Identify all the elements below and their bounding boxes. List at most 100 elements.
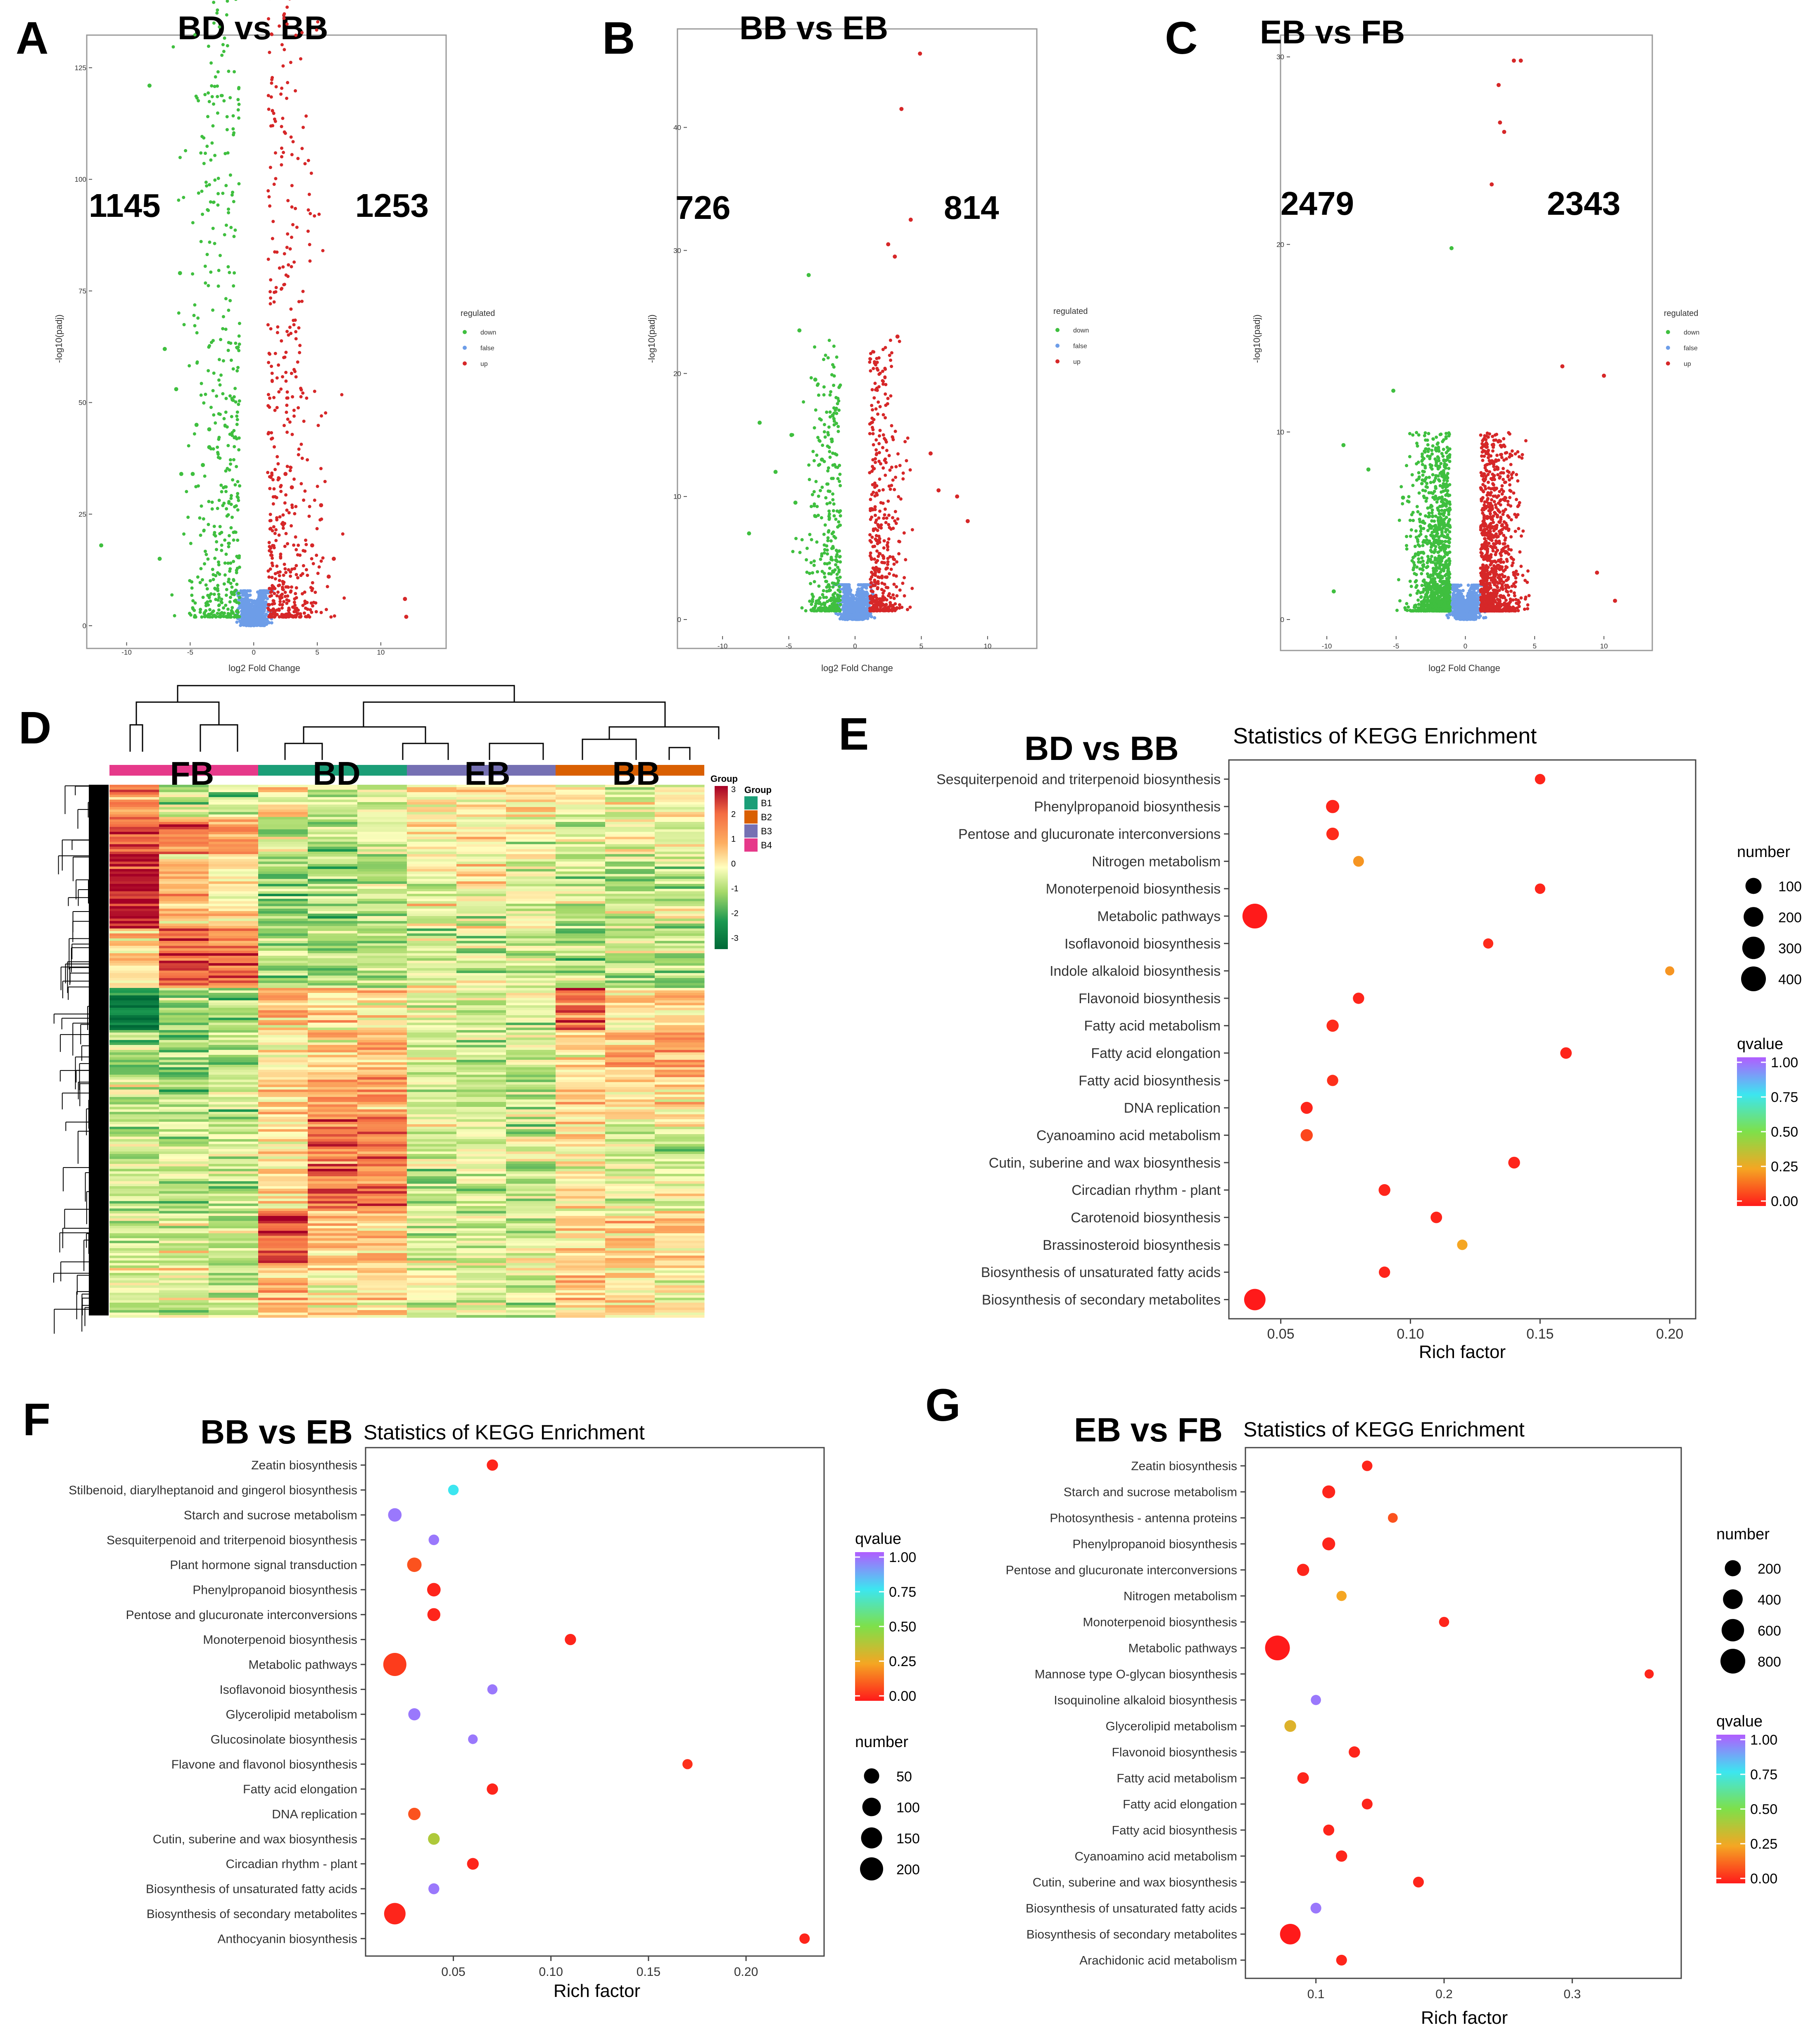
volcano-point-up bbox=[908, 217, 913, 222]
volcano-point-up bbox=[292, 601, 296, 604]
volcano-point-up bbox=[285, 22, 289, 26]
volcano-point-false bbox=[1459, 606, 1463, 610]
volcano-point-down bbox=[211, 124, 215, 128]
volcano-point-up bbox=[887, 609, 891, 613]
volcano-point-up bbox=[893, 488, 896, 491]
volcano-point-up bbox=[268, 50, 271, 54]
volcano-point-false bbox=[1448, 613, 1452, 617]
volcano-point-false bbox=[259, 592, 263, 596]
volcano-point-up bbox=[936, 488, 941, 493]
volcano-point-false bbox=[857, 587, 860, 591]
volcano-point-down bbox=[237, 402, 240, 406]
volcano-point-up bbox=[269, 278, 273, 282]
volcano-point-down bbox=[224, 552, 228, 556]
volcano-point-up bbox=[271, 495, 275, 499]
volcano-point-down bbox=[201, 463, 205, 467]
volcano-point-down bbox=[208, 240, 211, 244]
volcano-point-down bbox=[238, 342, 241, 346]
volcano-ytick-label: 30 bbox=[1276, 53, 1284, 61]
volcano-point-up bbox=[279, 387, 283, 391]
volcano-point-up bbox=[882, 516, 886, 520]
volcano-point-down bbox=[232, 395, 236, 399]
volcano-point-down bbox=[210, 95, 214, 99]
volcano-point-down bbox=[201, 212, 204, 216]
volcano-point-down bbox=[838, 385, 841, 388]
volcano-ytick-label: 10 bbox=[673, 493, 681, 501]
volcano-point-up bbox=[298, 344, 302, 347]
volcano-point-down bbox=[837, 568, 841, 572]
volcano-point-down bbox=[231, 478, 235, 482]
volcano-point-up bbox=[303, 489, 307, 493]
volcano-point-false bbox=[267, 621, 271, 624]
volcano-point-up bbox=[908, 468, 912, 472]
volcano-point-down bbox=[234, 504, 238, 508]
volcano-point-up bbox=[871, 465, 874, 468]
volcano-point-up bbox=[269, 475, 273, 479]
volcano-point-down bbox=[824, 354, 827, 357]
volcano-point-down bbox=[823, 601, 827, 605]
volcano-point-down bbox=[834, 583, 838, 586]
volcano-point-up bbox=[273, 577, 277, 581]
volcano-point-down bbox=[225, 507, 228, 510]
volcano-point-false bbox=[1459, 583, 1463, 587]
volcano-point-down bbox=[1401, 502, 1404, 506]
volcano-point-false bbox=[1475, 610, 1479, 614]
volcano-b-legend-up-marker bbox=[1055, 359, 1060, 363]
volcano-point-down bbox=[217, 378, 221, 382]
volcano-point-down bbox=[224, 297, 228, 301]
volcano-point-up bbox=[310, 610, 314, 614]
volcano-point-down bbox=[203, 264, 207, 268]
volcano-point-up bbox=[878, 371, 882, 375]
volcano-point-false bbox=[257, 608, 261, 612]
volcano-point-up bbox=[304, 568, 308, 572]
volcano-point-up bbox=[273, 532, 277, 535]
volcano-point-up bbox=[871, 566, 875, 570]
volcano-point-up bbox=[287, 609, 290, 613]
volcano-point-up bbox=[270, 364, 273, 368]
volcano-point-down bbox=[221, 192, 225, 195]
volcano-ytick-label: 0 bbox=[1281, 616, 1284, 624]
volcano-point-down bbox=[214, 598, 218, 601]
volcano-point-down bbox=[833, 568, 837, 572]
volcano-point-down bbox=[816, 436, 820, 439]
volcano-point-down bbox=[202, 517, 205, 521]
volcano-point-up bbox=[288, 420, 292, 424]
volcano-point-false bbox=[854, 597, 858, 601]
volcano-point-up bbox=[274, 177, 278, 180]
volcano-point-down bbox=[813, 504, 816, 508]
volcano-a-legend-down-marker bbox=[463, 330, 467, 334]
volcano-point-down bbox=[832, 344, 836, 348]
volcano-point-down bbox=[216, 70, 220, 74]
volcano-point-down bbox=[832, 502, 836, 506]
volcano-point-down bbox=[233, 387, 237, 390]
volcano-point-down bbox=[225, 588, 228, 591]
volcano-point-down bbox=[215, 540, 219, 544]
volcano-point-false bbox=[1461, 604, 1465, 608]
volcano-point-up bbox=[283, 591, 287, 594]
volcano-point-up bbox=[316, 424, 320, 427]
volcano-point-up bbox=[341, 532, 345, 536]
volcano-point-down bbox=[230, 606, 234, 610]
volcano-point-up bbox=[886, 586, 890, 589]
volcano-point-up bbox=[871, 590, 875, 594]
volcano-point-down bbox=[221, 315, 225, 318]
volcano-point-up bbox=[877, 356, 881, 360]
volcano-point-down bbox=[224, 594, 228, 597]
volcano-point-down bbox=[196, 575, 200, 579]
volcano-point-up bbox=[918, 51, 922, 56]
volcano-point-false bbox=[846, 601, 850, 605]
volcano-point-down bbox=[235, 568, 238, 572]
volcano-point-down bbox=[237, 436, 241, 440]
volcano-point-down bbox=[823, 609, 827, 613]
volcano-point-down bbox=[214, 615, 218, 619]
volcano-point-up bbox=[305, 396, 309, 400]
volcano-point-up bbox=[888, 468, 892, 472]
volcano-point-up bbox=[266, 569, 270, 573]
volcano-point-up bbox=[883, 513, 886, 517]
volcano-point-down bbox=[207, 100, 211, 103]
volcano-point-down bbox=[222, 417, 226, 420]
volcano-point-down bbox=[234, 0, 238, 1]
volcano-point-down bbox=[157, 556, 162, 561]
volcano-point-down bbox=[815, 453, 819, 457]
